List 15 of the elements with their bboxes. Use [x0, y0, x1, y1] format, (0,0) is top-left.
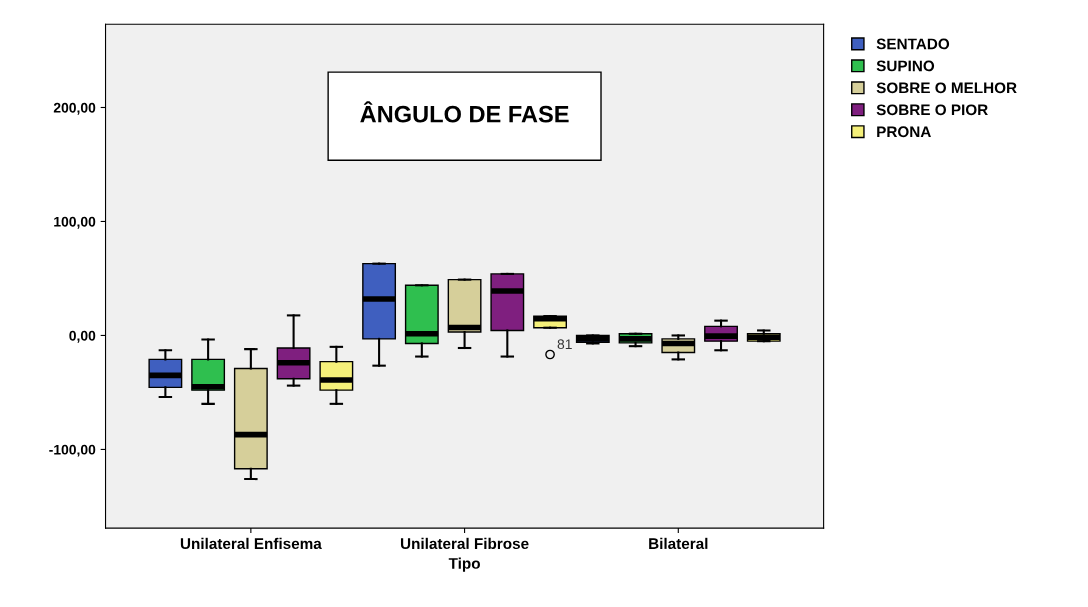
legend-label: SUPINO: [876, 60, 935, 72]
y-tick-label: 0,00: [69, 330, 96, 343]
legend-label: SENTADO: [876, 38, 950, 50]
text: ÂNGULO DE FASE: [360, 101, 569, 123]
x-tick-label: Unilateral Enfisema: [180, 537, 322, 550]
x-axis-title: Tipo: [448, 557, 480, 572]
y-tick-label: 200,00: [53, 102, 96, 115]
x-tick-label: Bilateral: [649, 537, 708, 550]
y-tick-label: -100,00: [49, 444, 96, 457]
y-tick-label: 100,00: [54, 216, 96, 229]
legend-label: SOBRE O MELHOR: [876, 82, 1017, 94]
annotation: 81: [557, 339, 572, 350]
x-tick-label: Unilateral Fibrose: [400, 537, 529, 550]
legend-label: PRONA: [877, 126, 931, 138]
legend-label: SOBRE O PIOR: [876, 104, 988, 116]
